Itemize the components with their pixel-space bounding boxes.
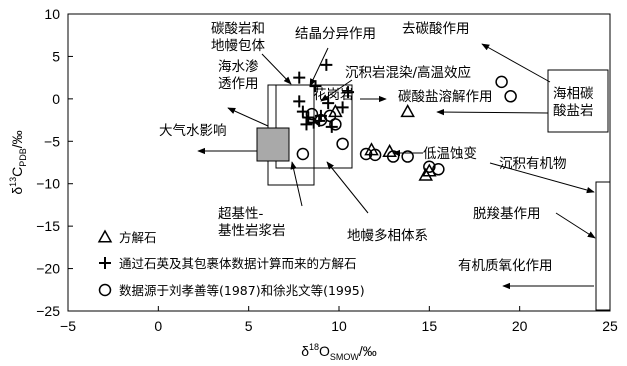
y-tick-label: −10 bbox=[36, 176, 60, 192]
arrow-organic bbox=[489, 162, 595, 194]
x-tick-label: 5 bbox=[245, 318, 253, 334]
process-arrows bbox=[197, 43, 596, 290]
annotation-mantle-multiphase: 地幔多相体系 bbox=[347, 227, 428, 244]
plus-data-point bbox=[322, 97, 335, 110]
annotation-meteoric-water: 大气水影响 bbox=[159, 123, 227, 139]
x-tick-label: 10 bbox=[331, 318, 347, 334]
arrow-crystal-fractionation bbox=[309, 47, 329, 87]
circle-data-point bbox=[296, 147, 310, 161]
arrow-decarboxylation bbox=[555, 212, 596, 239]
circle-data-point bbox=[336, 137, 349, 151]
x-tick-label: 25 bbox=[602, 318, 618, 334]
legend-label-plus: 通过石英及其包裹体数据计算而来的方解石 bbox=[119, 256, 357, 271]
arrow-sediment-contamination bbox=[320, 79, 353, 102]
x-tick-label: 20 bbox=[512, 318, 528, 334]
circle-data-point bbox=[401, 150, 414, 163]
organic-matter-box bbox=[595, 181, 611, 311]
x-tick-label: 15 bbox=[422, 318, 438, 334]
circle-data-point bbox=[359, 147, 373, 161]
arrow-mantle bbox=[261, 53, 292, 85]
legend-circle-icon bbox=[98, 283, 112, 297]
plus-data-point bbox=[293, 71, 306, 84]
x-axis-label: δ18OSMOW/‰ bbox=[301, 342, 377, 362]
y-tick-label: −25 bbox=[36, 303, 60, 319]
annotation-organic-oxidation: 有机质氧化作用 bbox=[458, 258, 553, 274]
annotation-sedimentary-organic: 沉积有机物 bbox=[499, 156, 567, 172]
legend-triangle-icon bbox=[97, 229, 113, 243]
circle-data-point bbox=[329, 118, 342, 131]
annotation-sediment-contamination: 沉积岩混染/高温效应 bbox=[345, 64, 471, 81]
annotation-ultrabasic-magma: 超基性-基性岩浆岩 bbox=[218, 205, 286, 239]
circle-data-point bbox=[423, 160, 436, 173]
annotation-marine-carbonate: 海相碳酸盐岩 bbox=[553, 86, 594, 119]
annotation-mantle-carbonatite: 碳酸岩和地幔包体 bbox=[211, 21, 265, 54]
annotation-carbonate-dissolution: 碳酸盐溶解作用 bbox=[398, 89, 493, 105]
legend-label-circle: 数据源于刘孝善等(1987)和徐兆文等(1995) bbox=[119, 283, 365, 298]
triangle-data-point bbox=[418, 167, 433, 181]
annotation-decarbonation: 去碳酸作用 bbox=[402, 21, 470, 37]
annotation-seawater: 海水渗透作用 bbox=[218, 59, 259, 92]
data-points bbox=[293, 58, 517, 181]
circle-data-point bbox=[432, 163, 445, 176]
y-tick-label: 10 bbox=[44, 6, 60, 22]
annotation-decarboxylation: 脱羧基作用 bbox=[473, 205, 541, 222]
arrow-mantle-multiphase bbox=[326, 161, 369, 214]
circle-data-point bbox=[368, 148, 382, 162]
legend: 方解石通过石英及其包裹体数据计算而来的方解石数据源于刘孝善等(1987)和徐兆文… bbox=[97, 229, 365, 298]
annotation-low-temp-alteration: 低温蚀变 bbox=[423, 146, 477, 162]
circle-data-point bbox=[495, 75, 508, 89]
y-tick-label: 0 bbox=[52, 91, 60, 107]
arrow-seawater bbox=[227, 107, 269, 127]
y-tick-label: −20 bbox=[36, 261, 60, 277]
y-tick-label: 5 bbox=[52, 48, 60, 64]
legend-plus-icon bbox=[99, 257, 111, 269]
x-tick-label: −5 bbox=[60, 318, 76, 334]
triangle-data-point bbox=[400, 104, 415, 118]
annotation-crystal-fractionation: 结晶分异作用 bbox=[295, 26, 376, 42]
circle-data-point bbox=[386, 150, 400, 163]
plus-data-point bbox=[300, 118, 313, 131]
annotation-granite: 花岗岩 bbox=[313, 87, 354, 103]
plus-data-point bbox=[309, 80, 322, 93]
arrow-ultrabasic bbox=[290, 161, 303, 207]
plus-data-point bbox=[320, 58, 333, 71]
ultrabasic-magma-box bbox=[256, 127, 290, 162]
marine-carbonate-box bbox=[547, 69, 609, 133]
legend-label-triangle: 方解石 bbox=[119, 230, 157, 245]
plus-data-point bbox=[342, 86, 355, 99]
plus-data-point bbox=[336, 101, 349, 114]
arrow-decarbonation bbox=[481, 43, 551, 83]
x-tick-label: 0 bbox=[154, 318, 162, 334]
arrow-carbonate-dissolution bbox=[436, 108, 549, 116]
circle-data-point bbox=[504, 90, 517, 103]
plus-data-point bbox=[293, 95, 306, 108]
y-tick-label: −5 bbox=[44, 133, 60, 149]
y-axis-label: δ13CPDB/‰ bbox=[8, 130, 28, 194]
axes: −5 0 5 10 15 20 25 10 5 0 −5 −10 −15 −20 −25 δ18OSMOW/‰… bbox=[8, 6, 618, 362]
circle-data-point bbox=[305, 107, 319, 121]
y-tick-label: −15 bbox=[36, 218, 60, 234]
plus-data-point bbox=[325, 120, 338, 133]
